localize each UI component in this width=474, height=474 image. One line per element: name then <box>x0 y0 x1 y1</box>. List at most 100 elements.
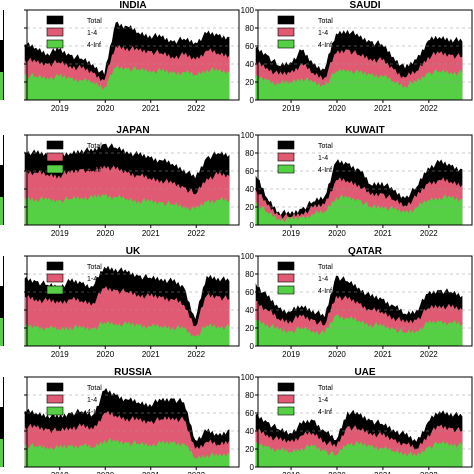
y-tick-label: 20 <box>245 445 254 454</box>
plot-frame <box>26 134 240 226</box>
y-tick-label: 100 <box>241 373 255 382</box>
x-tick-label: 2022 <box>187 229 205 238</box>
x-tick-label: 2021 <box>374 104 392 113</box>
legend-label: Total <box>87 385 102 392</box>
legend-swatch <box>46 261 64 271</box>
legend-swatch <box>277 382 295 392</box>
legend-swatch <box>46 140 64 150</box>
y-tick-label: 80 <box>245 24 254 33</box>
panel-title: UAE <box>354 367 375 378</box>
x-tick-label: 2022 <box>187 350 205 359</box>
legend-label: 4-Inf <box>318 409 332 416</box>
panel-title: JAPAN <box>116 125 149 136</box>
legend-label: 1-4 <box>318 30 328 37</box>
legend-label: 1-4 <box>318 276 328 283</box>
panel-qatar: QATAR 0 20 40 60 80 100 2019 2020 2021 2022 Total 1-… <box>241 246 473 359</box>
plot-frame <box>26 9 240 101</box>
area-4-inf <box>255 194 463 225</box>
y-tick-label: 0 <box>250 463 255 472</box>
y-tick-label: 20 <box>245 324 254 333</box>
x-tick-label: 2020 <box>328 471 346 474</box>
legend-label: Total <box>318 264 333 271</box>
left-edge-fragment <box>0 10 4 100</box>
panel-title: INDIA <box>119 0 146 11</box>
legend-label: Total <box>87 143 102 150</box>
legend-swatch <box>46 273 64 283</box>
x-tick-label: 2022 <box>420 229 438 238</box>
y-tick-label: 40 <box>245 185 254 194</box>
legend-swatch <box>46 164 64 174</box>
y-tick-label: 80 <box>245 270 254 279</box>
legend-label: 1-4 <box>87 397 97 404</box>
x-tick-label: 2019 <box>51 229 69 238</box>
legend-swatch <box>46 152 64 162</box>
legend-swatch <box>46 27 64 37</box>
legend-label: 4-Inf <box>318 288 332 295</box>
y-tick-label: 100 <box>241 131 255 140</box>
legend-swatch <box>277 152 295 162</box>
left-edge-fragment <box>0 256 4 346</box>
x-tick-label: 2021 <box>374 350 392 359</box>
legend-label: 4-Inf <box>87 409 101 416</box>
x-tick-label: 2020 <box>96 471 114 474</box>
legend-label: 1-4 <box>318 155 328 162</box>
area-4-inf <box>255 68 463 100</box>
y-tick-label: 40 <box>245 427 254 436</box>
legend-swatch <box>46 285 64 295</box>
y-tick-label: 100 <box>241 6 255 15</box>
x-tick-label: 2019 <box>282 350 300 359</box>
legend: Total 1-4 4-Inf <box>277 261 333 295</box>
y-tick-label: 20 <box>245 78 254 87</box>
legend-swatch <box>277 39 295 49</box>
plot-frame <box>257 134 473 226</box>
x-tick-label: 2020 <box>96 104 114 113</box>
y-tick-label: 20 <box>245 203 254 212</box>
legend-label: Total <box>318 143 333 150</box>
legend-swatch <box>277 261 295 271</box>
legend-swatch <box>277 15 295 25</box>
y-tick-label: 0 <box>250 221 255 230</box>
legend-swatch <box>277 273 295 283</box>
x-tick-label: 2019 <box>51 104 69 113</box>
legend: Total 1-4 4-Inf <box>277 140 333 174</box>
legend-label: 4-Inf <box>318 167 332 174</box>
legend-label: 1-4 <box>87 155 97 162</box>
x-tick-label: 2019 <box>51 350 69 359</box>
area-4-inf <box>24 437 230 467</box>
x-tick-label: 2021 <box>374 471 392 474</box>
legend-label: 1-4 <box>87 30 97 37</box>
x-tick-label: 2019 <box>51 471 69 474</box>
legend-swatch <box>46 406 64 416</box>
x-tick-label: 2019 <box>282 104 300 113</box>
x-tick-label: 2021 <box>374 229 392 238</box>
y-tick-label: 60 <box>245 42 254 51</box>
legend-label: Total <box>87 264 102 271</box>
plot-frame <box>26 376 240 468</box>
x-tick-label: 2020 <box>96 229 114 238</box>
legend-swatch <box>46 39 64 49</box>
y-tick-label: 40 <box>245 306 254 315</box>
legend-swatch <box>277 27 295 37</box>
legend-label: Total <box>87 18 102 25</box>
panel-title: UK <box>126 246 141 257</box>
legend-label: 4-Inf <box>87 288 101 295</box>
legend: Total 1-4 4-Inf <box>277 15 333 49</box>
x-tick-label: 2020 <box>96 350 114 359</box>
y-tick-label: 80 <box>245 149 254 158</box>
legend-label: 4-Inf <box>87 167 101 174</box>
legend-swatch <box>277 394 295 404</box>
y-tick-label: 40 <box>245 60 254 69</box>
x-tick-label: 2019 <box>282 229 300 238</box>
legend: Total 1-4 4-Inf <box>46 140 102 174</box>
x-tick-label: 2022 <box>420 104 438 113</box>
x-tick-label: 2021 <box>142 229 160 238</box>
panel-title: SAUDI <box>349 0 380 11</box>
left-edge-fragment <box>0 135 4 225</box>
legend: Total 1-4 4-Inf <box>46 382 102 416</box>
x-tick-label: 2021 <box>142 350 160 359</box>
panel-saudi: SAUDI 0 20 40 60 80 100 2019 2020 2021 2022 Total 1-… <box>241 0 473 113</box>
plot-frame <box>26 255 240 347</box>
legend-label: 1-4 <box>87 276 97 283</box>
legend-swatch <box>277 406 295 416</box>
